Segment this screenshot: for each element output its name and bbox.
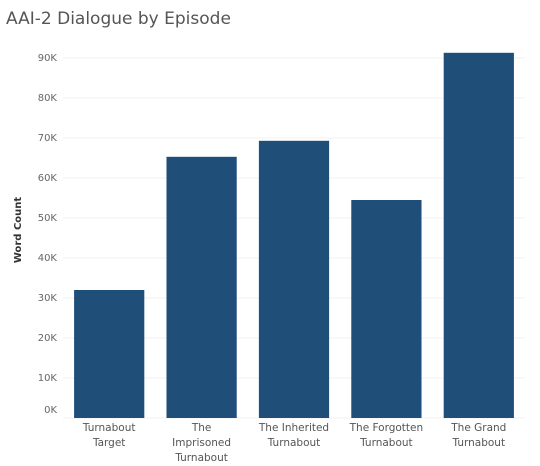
y-tick-label: 90K (38, 53, 58, 64)
bar (351, 200, 422, 418)
y-tick-label: 70K (38, 133, 58, 144)
x-tick-label: Turnabout Target (82, 422, 136, 449)
y-tick-label: 10K (38, 373, 58, 384)
y-tick-label: 30K (38, 293, 58, 304)
x-tick-label: The Imprisoned Turnabout (172, 422, 232, 464)
x-tick-label: The Forgotten Turnabout (349, 422, 424, 449)
y-tick-label: 0K (44, 405, 57, 416)
y-tick-label: 80K (38, 93, 58, 104)
bar (258, 140, 330, 419)
x-tick-label: The Grand Turnabout (451, 422, 507, 449)
y-tick-label: 40K (38, 253, 58, 264)
y-axis-title: Word Count (13, 197, 24, 264)
y-tick-label: 50K (38, 213, 58, 224)
bar (74, 290, 145, 418)
x-tick-label: The Inherited Turnabout (258, 422, 330, 449)
bar (166, 156, 237, 419)
y-tick-label: 60K (38, 173, 58, 184)
bar (443, 52, 514, 419)
y-tick-label: 20K (38, 333, 58, 344)
chart-title: AAI-2 Dialogue by Episode (6, 9, 231, 29)
